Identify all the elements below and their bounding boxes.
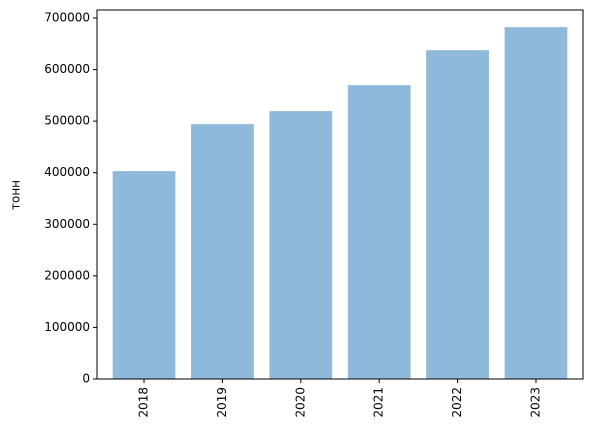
y-tick-label: 0	[82, 372, 90, 386]
x-tick-label: 2020	[293, 387, 307, 418]
y-tick-label: 600000	[44, 62, 90, 76]
y-axis-label: тонн	[9, 180, 23, 210]
x-tick-label: 2021	[372, 387, 386, 418]
bar	[347, 85, 411, 380]
bar	[504, 27, 568, 379]
y-tick-label: 500000	[44, 114, 90, 128]
bar	[112, 171, 176, 379]
bar	[426, 50, 489, 380]
x-tick-label: 2019	[215, 387, 229, 418]
y-tick-label: 200000	[44, 268, 90, 282]
bar	[191, 124, 254, 379]
x-tick-label: 2023	[528, 387, 542, 418]
y-tick-label: 100000	[44, 320, 90, 334]
y-tick-label: 400000	[44, 165, 90, 179]
x-tick-label: 2018	[137, 387, 151, 418]
bar	[269, 111, 333, 379]
x-tick-label: 2022	[450, 387, 464, 418]
y-tick-label: 700000	[44, 10, 90, 24]
plot-frame	[96, 9, 584, 380]
y-tick-label: 300000	[44, 217, 90, 231]
